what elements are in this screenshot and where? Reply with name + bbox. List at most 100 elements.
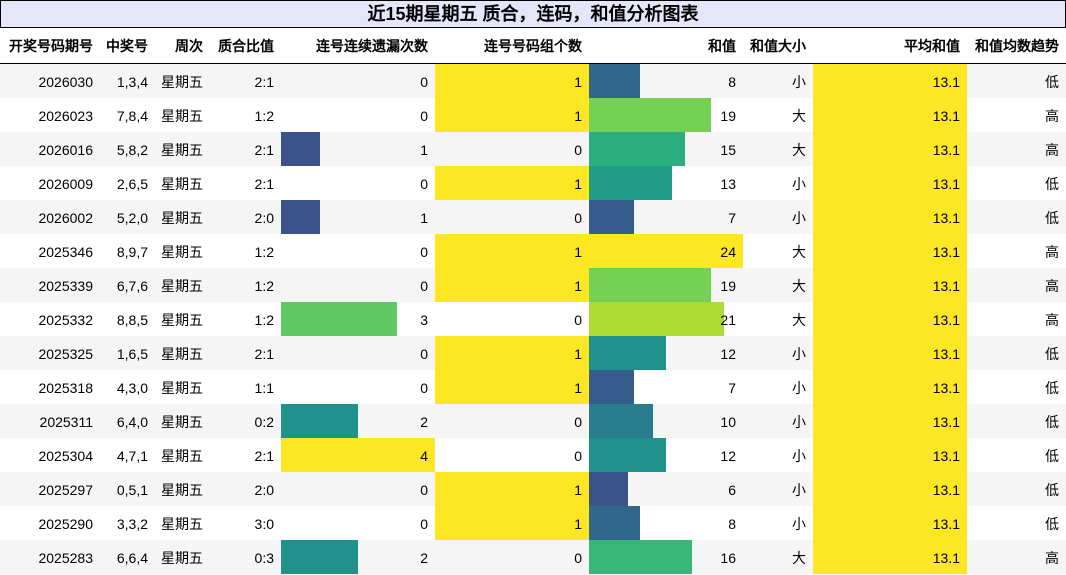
table-cell: 2:1 — [254, 176, 274, 192]
table-title: 近15期星期五 质合，连码，和值分析图表 — [0, 0, 1066, 28]
table-cell: 13.1 — [932, 414, 960, 430]
table-cell: 2025318 — [38, 380, 93, 396]
table-cell: 2025346 — [38, 244, 93, 260]
table-cell: 小 — [792, 210, 806, 226]
table-cell: 0 — [574, 210, 582, 226]
data-bar — [813, 132, 967, 166]
table-cell: 星期五 — [161, 142, 203, 158]
table-cell: 2025311 — [39, 414, 93, 430]
table-cell: 13.1 — [932, 176, 960, 192]
data-bar — [813, 302, 967, 336]
table-cell: 小 — [792, 380, 806, 396]
table-cell: 7 — [728, 210, 736, 226]
table-cell: 0 — [420, 74, 428, 90]
table-cell: 1 — [420, 142, 428, 158]
data-bar — [435, 472, 589, 506]
table-cell: 小 — [792, 448, 806, 464]
table-cell: 1:2 — [254, 278, 274, 294]
table-cell: 低 — [1045, 482, 1059, 498]
table-cell: 大 — [792, 312, 806, 328]
table-cell: 1,3,4 — [116, 74, 148, 90]
table-cell: 低 — [1045, 448, 1059, 464]
table-cell: 1:1 — [254, 380, 274, 396]
table-cell: 2025283 — [38, 550, 93, 566]
table-cell: 0 — [574, 448, 582, 464]
data-bar — [589, 506, 641, 540]
table-cell: 13.1 — [932, 108, 960, 124]
table-cell: 5,8,2 — [116, 142, 148, 158]
table-cell: 13.1 — [932, 380, 960, 396]
table-cell: 0 — [420, 278, 428, 294]
table-cell: 2:1 — [254, 74, 274, 90]
table-cell: 星期五 — [161, 244, 203, 260]
table-cell: 星期五 — [161, 346, 203, 362]
table-cell: 低 — [1045, 380, 1059, 396]
table-cell: 0 — [574, 312, 582, 328]
data-bar — [281, 200, 320, 234]
table-cell: 3 — [420, 312, 428, 328]
table-cell: 7,8,4 — [116, 108, 148, 124]
table-cell: 4,7,1 — [116, 448, 148, 464]
data-bar — [589, 302, 724, 336]
table-cell: 大 — [792, 108, 806, 124]
data-bar — [589, 438, 666, 472]
data-bar — [813, 540, 967, 574]
data-bar — [435, 64, 589, 98]
table-cell: 大 — [792, 142, 806, 158]
data-bar — [589, 166, 673, 200]
table-cell: 1 — [574, 278, 582, 294]
table-cell: 低 — [1045, 346, 1059, 362]
table-cell: 2:1 — [254, 142, 274, 158]
data-bar — [813, 98, 967, 132]
table-cell: 0 — [420, 482, 428, 498]
data-bar — [813, 370, 967, 404]
table-cell: 10 — [720, 414, 736, 430]
table-cell: 2025290 — [38, 516, 93, 532]
table-cell: 小 — [792, 414, 806, 430]
table-cell: 小 — [792, 176, 806, 192]
data-bar — [589, 200, 634, 234]
table-cell: 2 — [420, 414, 428, 430]
table-cell: 4,3,0 — [116, 380, 148, 396]
data-bar — [281, 438, 435, 472]
table-cell: 小 — [792, 346, 806, 362]
table-cell: 0:2 — [254, 414, 274, 430]
data-bar — [589, 98, 711, 132]
column-header: 中奖号 — [106, 38, 148, 54]
table-cell: 0 — [420, 108, 428, 124]
data-bar — [435, 336, 589, 370]
data-bar — [435, 506, 589, 540]
table-cell: 2026030 — [38, 74, 93, 90]
data-bar — [813, 166, 967, 200]
table-cell: 大 — [792, 550, 806, 566]
table-cell: 19 — [720, 108, 736, 124]
table-cell: 6 — [728, 482, 736, 498]
data-bar — [281, 302, 397, 336]
table-cell: 13.1 — [932, 74, 960, 90]
table-cell: 8 — [728, 516, 736, 532]
table-cell: 低 — [1045, 210, 1059, 226]
table-cell: 19 — [720, 278, 736, 294]
table-cell: 1:2 — [254, 312, 274, 328]
data-bar — [281, 132, 320, 166]
table-cell: 1 — [574, 482, 582, 498]
table-cell: 6,4,0 — [116, 414, 148, 430]
table-cell: 13.1 — [932, 448, 960, 464]
table-cell: 0 — [420, 244, 428, 260]
data-bar — [813, 268, 967, 302]
table-cell: 2025297 — [38, 482, 93, 498]
table-cell: 0 — [420, 380, 428, 396]
table-cell: 12 — [720, 346, 736, 362]
table-cell: 2026002 — [38, 210, 93, 226]
data-bar — [813, 404, 967, 438]
data-bar — [435, 370, 589, 404]
table-cell: 1 — [574, 176, 582, 192]
table-cell: 星期五 — [161, 278, 203, 294]
table-cell: 1,6,5 — [116, 346, 148, 362]
table-cell: 12 — [720, 448, 736, 464]
table-cell: 1 — [574, 380, 582, 396]
table-cell: 13.1 — [932, 210, 960, 226]
data-bar — [435, 268, 589, 302]
table-cell: 高 — [1045, 550, 1059, 566]
